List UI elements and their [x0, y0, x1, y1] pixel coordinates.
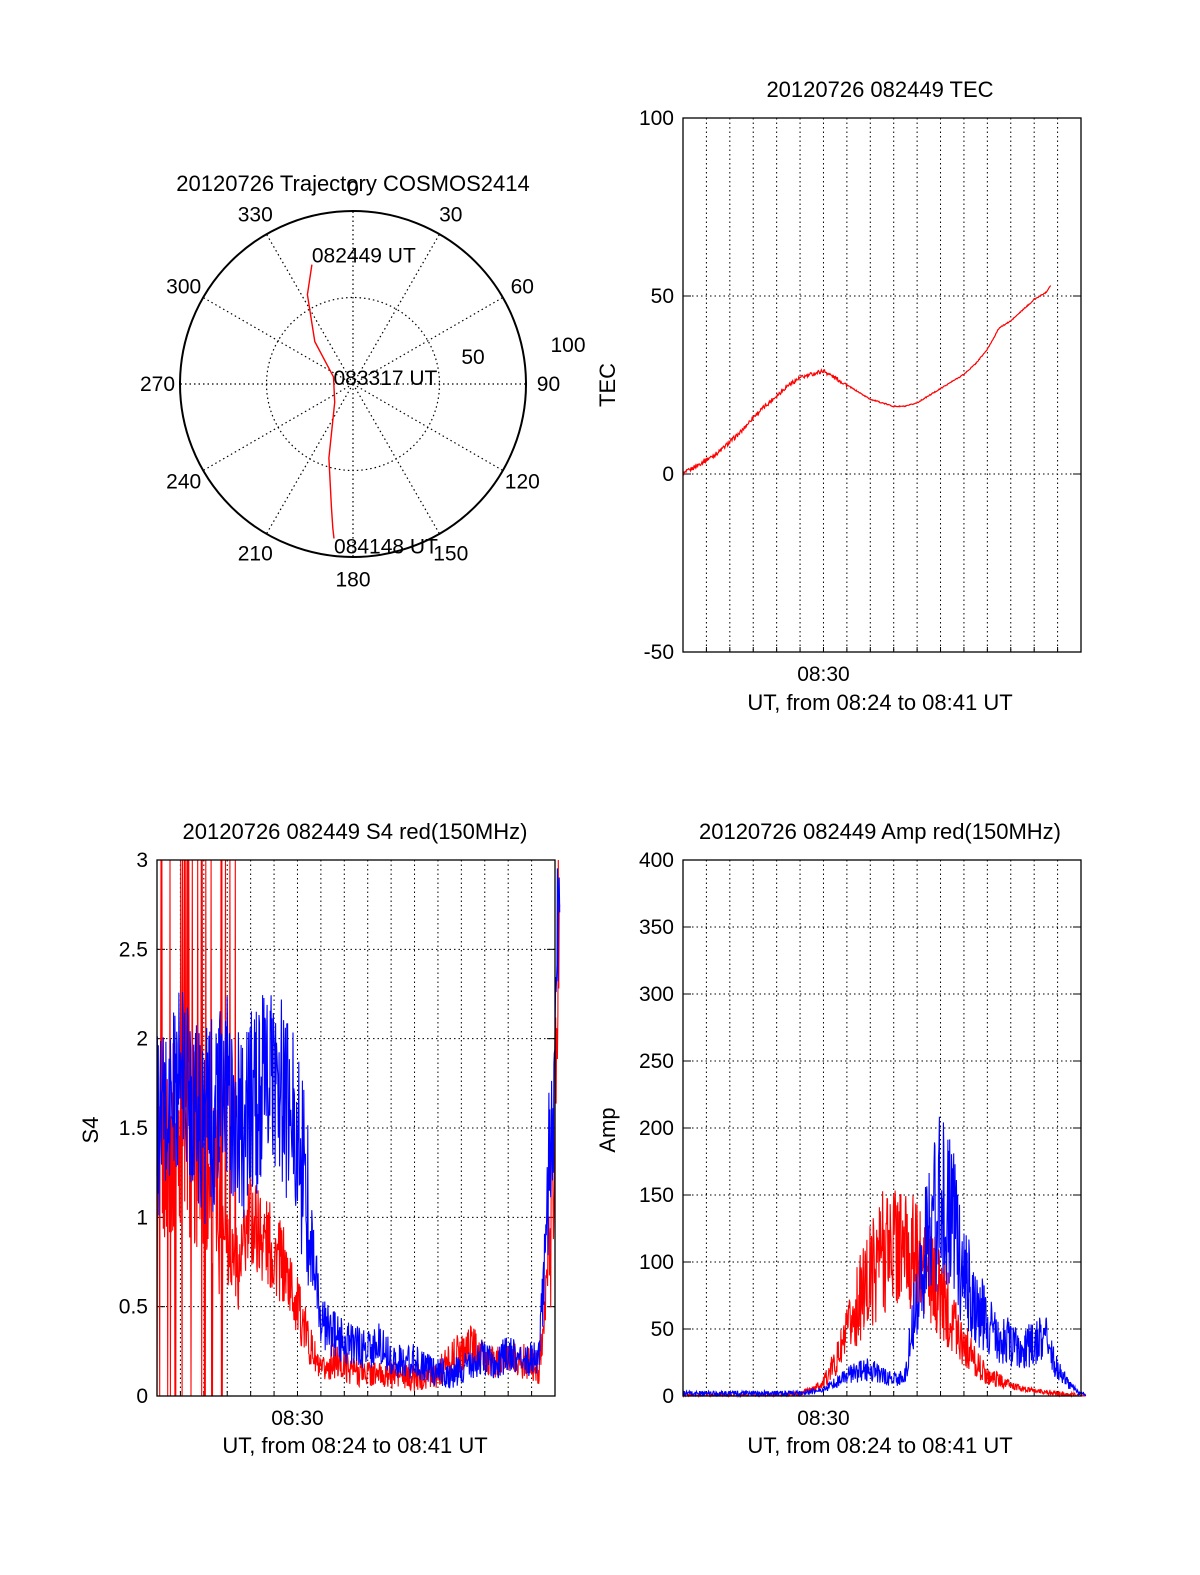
polar-angle-label: 90 — [537, 373, 560, 396]
y-tick-label: 100 — [639, 1251, 674, 1274]
polar-angle-label: 240 — [166, 471, 201, 494]
x-tick-label: 08:30 — [271, 1407, 324, 1430]
polar-title: 20120726 Trajectory COSMOS2414 — [176, 171, 529, 196]
plot-frame — [156, 859, 556, 1397]
x-tick-label: 08:30 — [797, 663, 850, 686]
series-line — [682, 1190, 1086, 1399]
polar-angle-label: 210 — [238, 542, 273, 565]
polar-annotation: 083317 UT — [333, 367, 437, 390]
polar-angle-label: 60 — [511, 275, 534, 298]
polar-angle-label: 30 — [439, 204, 462, 227]
polar-angle-label: 180 — [335, 568, 370, 591]
s4-y-axis-label: S4 — [78, 1117, 103, 1144]
plot-frame — [682, 117, 1082, 653]
y-tick-label: 0 — [662, 463, 674, 486]
polar-angle-label: 300 — [166, 275, 201, 298]
polar-angle-labels: 0 30 60 90 120 150 180 210 240 270 300 330 — [140, 178, 560, 592]
plot-frame — [682, 859, 1082, 1397]
y-tick-label: 200 — [639, 1117, 674, 1140]
amp-y-axis-label: Amp — [595, 1107, 620, 1152]
series-line — [156, 868, 561, 1389]
s4-title: 20120726 082449 S4 red(150MHz) — [183, 819, 528, 844]
y-tick-label: 1.5 — [119, 1117, 148, 1140]
tec-title: 20120726 082449 TEC — [766, 77, 993, 102]
y-tick-label: 0 — [136, 1385, 148, 1408]
y-tick-label: 50 — [651, 285, 674, 308]
polar-angle-label: 270 — [140, 373, 175, 396]
y-tick-label: 150 — [639, 1184, 674, 1207]
y-tick-label: 2 — [136, 1028, 148, 1051]
polar-annotation: 082449 UT — [312, 245, 416, 268]
y-tick-label: 250 — [639, 1050, 674, 1073]
tec-chart: 20120726 082449 TEC TEC UT, from 08:24 t… — [595, 77, 1082, 715]
tec-x-axis-label: UT, from 08:24 to 08:41 UT — [747, 690, 1012, 715]
y-tick-label: 0 — [662, 1385, 674, 1408]
y-tick-label: -50 — [644, 641, 674, 664]
y-tick-label: 400 — [639, 849, 674, 872]
y-tick-label: 1 — [136, 1206, 148, 1229]
polar-angle-label: 120 — [505, 471, 540, 494]
series-line — [682, 285, 1052, 476]
y-tick-label: 3 — [136, 849, 148, 872]
polar-trajectory-series — [306, 264, 336, 539]
series-line — [682, 1116, 1087, 1398]
s4-chart: 20120726 082449 S4 red(150MHz) S4 UT, fr… — [78, 819, 561, 1458]
y-tick-label: 100 — [639, 107, 674, 130]
s4-x-axis-label: UT, from 08:24 to 08:41 UT — [222, 1433, 487, 1458]
polar-radial-labels: 50 100 — [461, 334, 585, 369]
polar-trajectory-chart: 20120726 Trajectory COSMOS2414 0 30 60 90 12… — [140, 171, 586, 591]
polar-radial-label: 50 — [461, 346, 484, 369]
polar-grid — [180, 211, 526, 557]
polar-annotations: 082449 UT 083317 UT 084148 UT — [312, 245, 438, 559]
y-tick-label: 50 — [651, 1318, 674, 1341]
series-line — [156, 859, 561, 1397]
y-tick-label: 350 — [639, 916, 674, 939]
polar-spoke — [352, 296, 504, 385]
polar-radial-label: 100 — [550, 334, 585, 357]
y-tick-label: 0.5 — [119, 1296, 148, 1319]
tec-y-axis-label: TEC — [595, 363, 620, 407]
polar-spoke — [202, 296, 354, 385]
polar-outer-ring — [179, 210, 527, 558]
polar-annotation: 084148 UT — [334, 536, 438, 559]
y-tick-label: 2.5 — [119, 938, 148, 961]
polar-angle-label: 330 — [238, 204, 273, 227]
polar-angle-label: 0 — [347, 178, 359, 201]
amp-x-axis-label: UT, from 08:24 to 08:41 UT — [747, 1433, 1012, 1458]
x-tick-label: 08:30 — [797, 1407, 850, 1430]
amp-title: 20120726 082449 Amp red(150MHz) — [699, 819, 1061, 844]
amp-chart: 20120726 082449 Amp red(150MHz) Amp UT, … — [595, 819, 1087, 1458]
y-tick-label: 300 — [639, 983, 674, 1006]
polar-ring — [265, 296, 441, 472]
polar-spoke — [352, 233, 441, 385]
polar-angle-label: 150 — [433, 542, 468, 565]
